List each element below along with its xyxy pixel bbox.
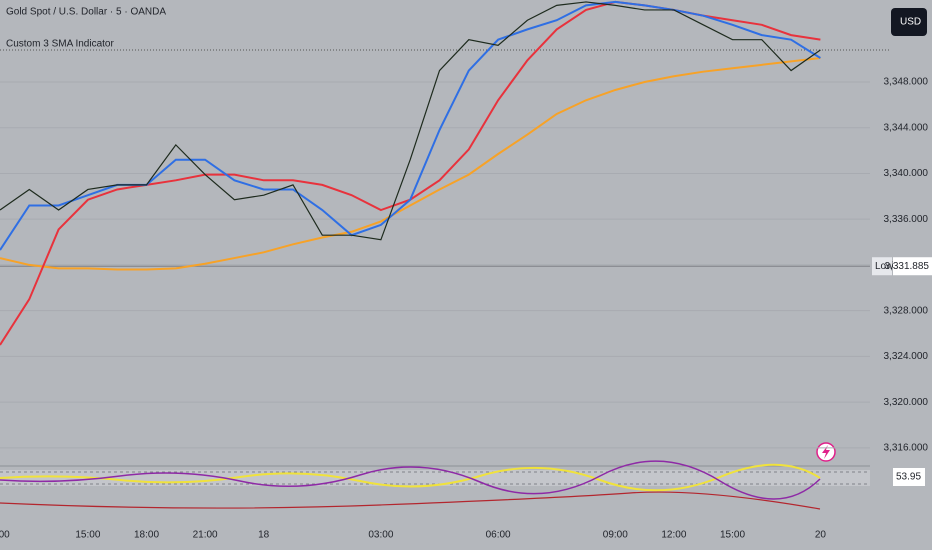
- x-tick-label: 2:00: [0, 530, 10, 541]
- currency-button[interactable]: [891, 8, 927, 36]
- y-tick-label: 3,336.000: [884, 214, 929, 225]
- y-tick-label: 3,320.000: [884, 397, 929, 408]
- low-value-box: [893, 257, 932, 276]
- y-tick-label: 3,344.000: [884, 122, 929, 133]
- low-value: 3,331.885: [885, 261, 930, 272]
- x-tick-label: 12:00: [661, 530, 686, 541]
- indicator-line: [0, 491, 821, 510]
- oscillator-band: [0, 470, 870, 486]
- oscillator-value: 53.95: [896, 472, 921, 483]
- low-label: Low: [875, 261, 894, 272]
- currency-label[interactable]: USD: [900, 17, 921, 28]
- chart-title: Gold Spot / U.S. Dollar · 5 · OANDA: [6, 7, 166, 18]
- x-tick-label: 09:00: [603, 530, 628, 541]
- series-line: [0, 1, 821, 241]
- oscillator-line: [0, 460, 821, 500]
- x-tick-label: 18: [258, 530, 270, 541]
- y-tick-label: 3,348.000: [884, 77, 929, 88]
- event-icon-bolt: [822, 445, 830, 459]
- oscillator-line: [0, 463, 821, 492]
- x-tick-label: 18:00: [134, 530, 159, 541]
- x-tick-label: 15:00: [720, 530, 745, 541]
- y-tick-label: 3,316.000: [884, 442, 929, 453]
- y-tick-label: 3,340.000: [884, 168, 929, 179]
- x-tick-label: 20: [815, 530, 827, 541]
- oscillator-value-box: [893, 468, 925, 486]
- y-tick-label: 3,328.000: [884, 305, 929, 316]
- x-tick-label: 03:00: [368, 530, 393, 541]
- low-tag: [872, 257, 892, 276]
- x-tick-label: 06:00: [486, 530, 511, 541]
- indicator-name: Custom 3 SMA Indicator: [6, 39, 114, 50]
- series-line: [0, 56, 821, 271]
- y-tick-label: 3,324.000: [884, 351, 929, 362]
- x-tick-label: 15:00: [75, 530, 100, 541]
- x-tick-label: 21:00: [193, 530, 218, 541]
